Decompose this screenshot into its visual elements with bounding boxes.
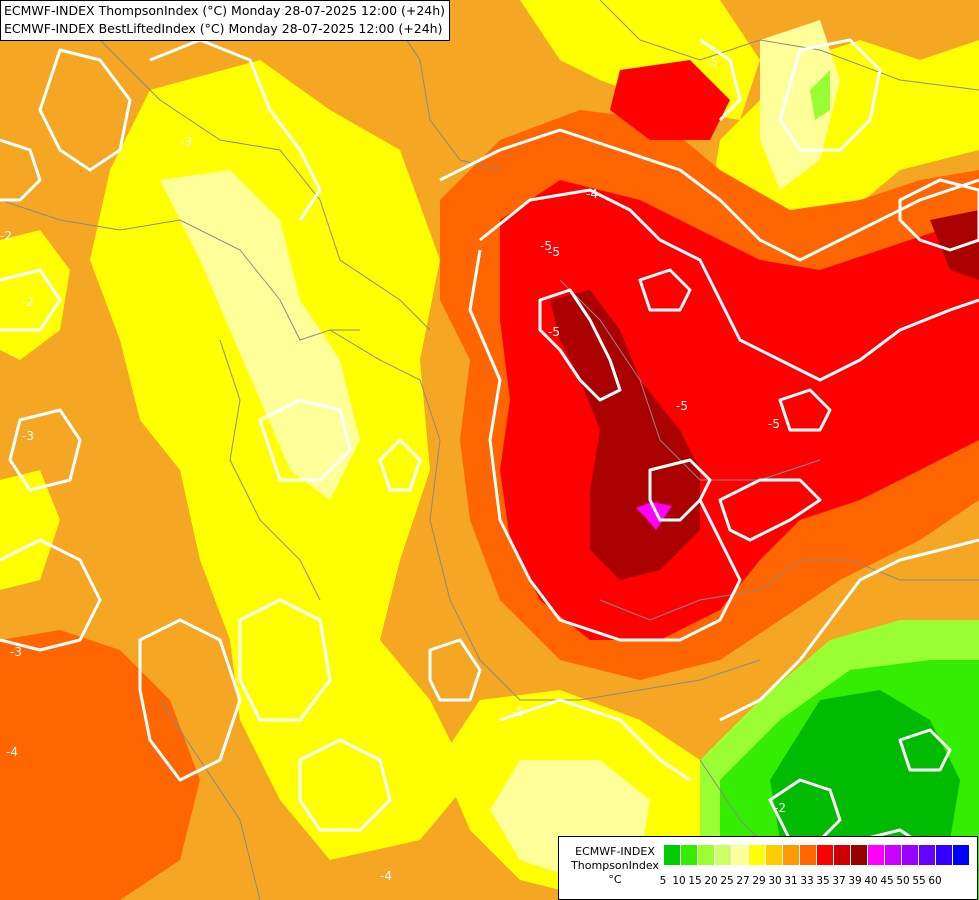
legend-swatch [918,845,935,865]
contour-label: -5 [676,399,688,413]
contour-label: -4 [380,869,392,883]
title-best-lifted-index: ECMWF-INDEX BestLiftedIndex (°C) Monday … [4,21,443,36]
legend-swatch [731,845,748,865]
legend-tick-label: 10 [672,875,686,887]
legend-swatch [884,845,901,865]
legend-color-bar [663,845,969,865]
legend-swatch [782,845,799,865]
yellow-zone-west [90,60,470,860]
legend-swatch [714,845,731,865]
legend-tick-label: 35 [816,875,830,887]
legend-swatch [697,845,714,865]
contour-label: -3 [180,135,192,149]
legend-title-index: ThompsonIndex [571,859,659,872]
contour-label: -2 [0,229,12,243]
legend-tick-label: 15 [688,875,702,887]
green-zone-top [810,70,830,120]
legend-tick-label: 20 [704,875,718,887]
legend-ticks: 5 10 15 20 25 27 29 30 31 33 35 37 39 40 45 50 55 60 [660,875,951,887]
legend-swatch [867,845,884,865]
contour-label: -5 [540,239,552,253]
legend-swatch [850,845,867,865]
yellow-zone-southwest [0,470,60,590]
contour-label: -2 [774,801,786,815]
legend-tick-label: 60 [928,875,942,887]
map-title-box: ECMWF-INDEX ThompsonIndex (°C) Monday 28… [0,0,451,41]
magenta-peak [636,502,672,530]
green-zone-dark [770,690,960,880]
legend-swatch [799,845,816,865]
contour-label: -5 [706,55,718,69]
legend-tick-label: 37 [832,875,846,887]
legend-swatch [748,845,765,865]
pale-zone-2 [760,20,840,190]
red-zone-north [610,60,730,140]
contour-label: -3 [10,645,22,659]
legend-tick-label: 50 [896,875,910,887]
yellow-zone-left [0,230,70,360]
legend-tick-label: 27 [736,875,750,887]
legend-tick-label: 40 [864,875,878,887]
legend-swatch [663,845,680,865]
legend-title: ECMWF-INDEX ThompsonIndex °C [567,845,663,887]
legend-tick-label: 29 [752,875,766,887]
contour-label-group: -4 -5 -5 -5 -5 -5 -3 -3 -2 -2 -3 -4 -2 -… [0,55,786,883]
legend-tick-label: 25 [720,875,734,887]
title-thompson-index: ECMWF-INDEX ThompsonIndex (°C) Monday 28… [4,3,446,18]
contour-label: -5 [548,325,560,339]
contour-label: -5 [768,417,780,431]
legend-title-model: ECMWF-INDEX [575,845,655,858]
legend-swatch [816,845,833,865]
legend-tick-label: 30 [768,875,782,887]
legend-swatch [952,845,969,865]
contour-label: -5 [548,245,560,259]
contour-label: -3 [22,429,34,443]
legend-swatch [765,845,782,865]
legend-tick-label: 5 [659,875,667,887]
legend-swatch [901,845,918,865]
legend-swatch [935,845,952,865]
legend-tick-label: 31 [784,875,798,887]
contour-lines [0,38,979,882]
darkorange-zone-west [0,630,200,900]
legend-tick-label: 33 [800,875,814,887]
pale-zone-1 [160,170,360,500]
legend-swatch [680,845,697,865]
contour-label: -4 [6,745,18,759]
legend-tick-label: 45 [880,875,894,887]
contour-label: -2 [22,295,34,309]
contour-label: -4 [586,187,598,201]
legend-unit: °C [608,873,622,886]
legend-swatch [833,845,850,865]
legend-tick-label: 39 [848,875,862,887]
color-legend: ECMWF-INDEX ThompsonIndex °C 5 10 15 20 25 27… [558,836,978,900]
contour-label: -5 [512,705,524,719]
darkred-zone-east [930,210,979,280]
legend-tick-label: 55 [912,875,926,887]
